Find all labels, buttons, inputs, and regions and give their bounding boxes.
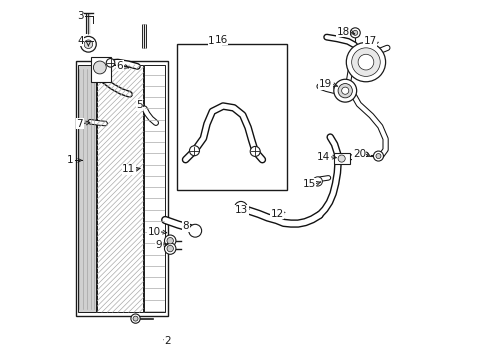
Circle shape (164, 243, 176, 254)
Text: 17: 17 (363, 36, 376, 46)
Text: 16: 16 (207, 36, 221, 46)
Circle shape (234, 202, 247, 214)
Circle shape (346, 42, 385, 82)
Circle shape (250, 147, 260, 157)
Text: 4: 4 (77, 36, 83, 46)
Text: 8: 8 (182, 221, 189, 231)
Text: 2: 2 (164, 337, 171, 346)
Bar (78, 65, 96, 312)
Circle shape (341, 87, 348, 94)
Text: 18: 18 (336, 27, 349, 37)
Bar (333, 153, 349, 163)
Text: 9: 9 (155, 240, 162, 250)
Circle shape (333, 79, 356, 102)
Bar (76, 62, 167, 316)
Text: 11: 11 (122, 164, 135, 174)
Text: 16: 16 (214, 35, 227, 45)
Circle shape (349, 28, 360, 38)
Circle shape (337, 155, 345, 162)
Circle shape (373, 151, 383, 161)
Circle shape (375, 154, 380, 158)
Text: 10: 10 (147, 227, 160, 237)
Text: 1: 1 (66, 156, 73, 165)
Circle shape (166, 246, 173, 252)
Circle shape (189, 146, 199, 156)
Text: 5: 5 (136, 100, 142, 110)
Circle shape (357, 54, 373, 70)
Circle shape (337, 84, 352, 98)
Text: 1: 1 (68, 156, 75, 165)
Text: 7: 7 (76, 118, 83, 129)
Bar (144, 65, 165, 312)
Text: 12: 12 (270, 209, 283, 219)
Circle shape (352, 30, 357, 35)
Bar (176, 44, 287, 190)
Text: 13: 13 (234, 205, 247, 215)
Text: 14: 14 (316, 152, 329, 162)
Text: 19: 19 (318, 79, 331, 89)
Bar (97, 65, 143, 312)
Circle shape (84, 40, 93, 49)
Circle shape (93, 61, 106, 74)
Circle shape (164, 235, 176, 247)
Circle shape (81, 36, 96, 52)
Circle shape (312, 177, 322, 186)
Circle shape (351, 48, 380, 76)
Circle shape (133, 316, 138, 321)
Text: 3: 3 (77, 12, 83, 21)
Circle shape (131, 314, 140, 323)
Circle shape (106, 59, 115, 67)
Circle shape (166, 238, 173, 244)
Text: 15: 15 (302, 179, 315, 189)
Text: 6: 6 (116, 61, 123, 71)
Bar (91, 58, 110, 82)
Circle shape (188, 224, 201, 237)
Text: 20: 20 (352, 149, 365, 159)
